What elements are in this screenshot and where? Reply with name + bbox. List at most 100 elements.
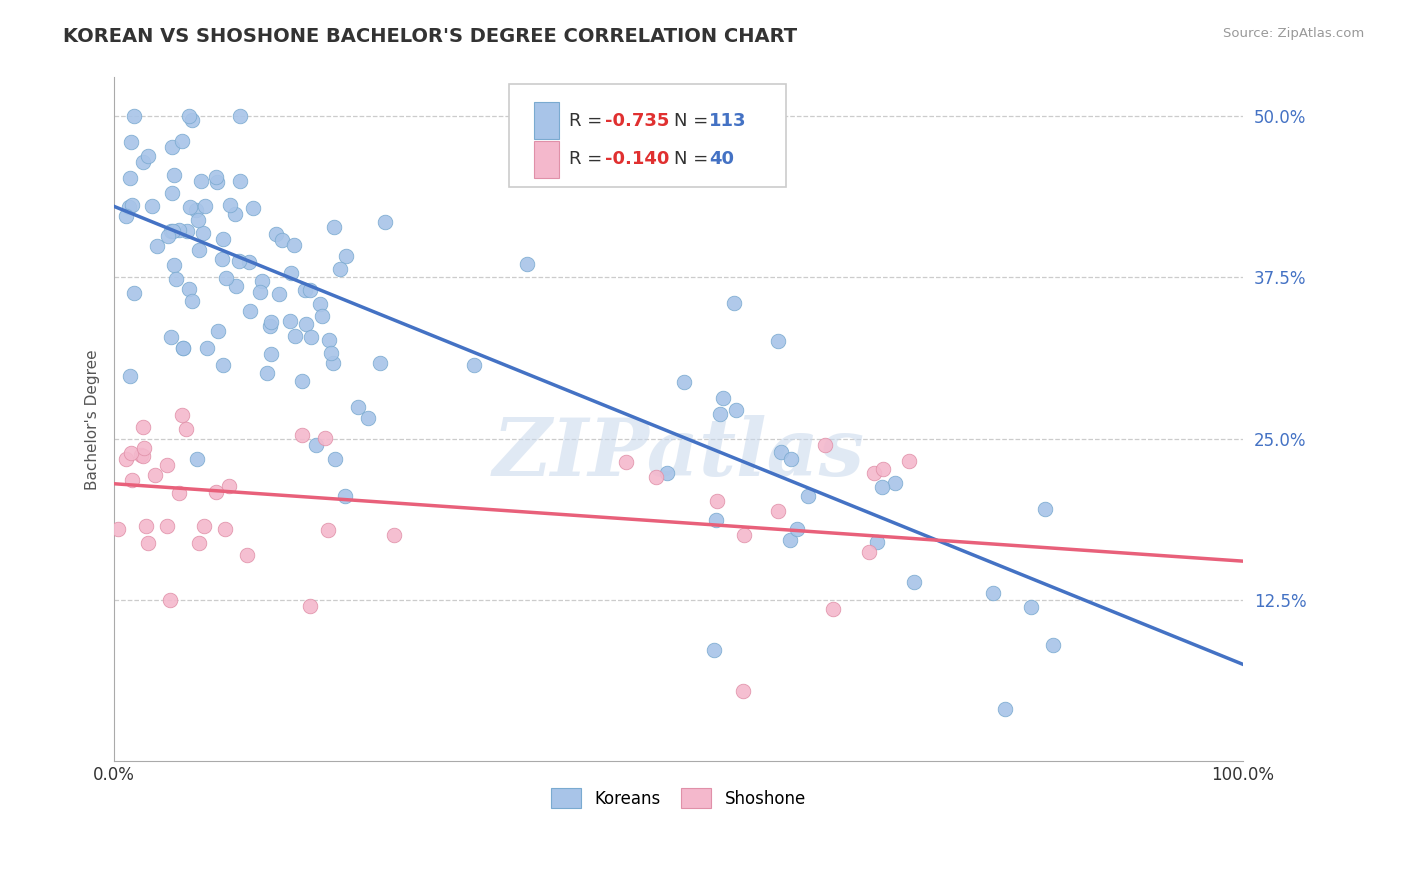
Point [318,333,340,347]
Point [134,441,156,455]
Point [181,293,204,308]
Point [141,198,163,212]
Point [135,519,157,533]
Point [180,113,202,128]
Point [211,252,233,267]
Point [1033,501,1056,516]
Point [329,262,352,277]
FancyBboxPatch shape [534,141,560,178]
Point [239,304,262,318]
Point [797,489,820,503]
Point [169,485,191,500]
Point [212,359,235,373]
Point [645,470,668,484]
Point [186,451,208,466]
Text: N =: N = [673,151,714,169]
Point [323,451,346,466]
Point [333,489,356,503]
Point [357,411,380,425]
Point [259,347,281,361]
Point [122,286,145,301]
Point [177,109,200,123]
Point [160,330,183,344]
Point [115,209,138,223]
Point [614,454,637,468]
Point [295,318,318,332]
Point [205,175,228,189]
Point [463,358,485,372]
Point [252,274,274,288]
Point [172,134,194,148]
Point [766,334,789,348]
Point [284,328,307,343]
Point [156,458,179,472]
Point [291,374,314,388]
Point [187,212,209,227]
Point [218,198,240,212]
Point [733,684,755,698]
Point [136,536,159,550]
Y-axis label: Bachelor's Degree: Bachelor's Degree [86,349,100,490]
Point [321,346,343,360]
Point [299,330,322,344]
Point [323,219,346,234]
Point [131,420,153,434]
Point [131,450,153,464]
Point [374,214,396,228]
FancyBboxPatch shape [509,84,786,186]
Point [382,528,405,542]
Point [172,408,194,422]
Text: Source: ZipAtlas.com: Source: ZipAtlas.com [1223,27,1364,40]
Point [870,480,893,494]
Point [212,232,235,246]
Point [335,249,357,263]
Point [298,599,321,613]
Point [347,400,370,414]
Point [704,514,727,528]
Point [267,286,290,301]
Point [121,198,143,212]
Point [156,519,179,533]
Point [862,467,884,481]
Point [903,575,925,590]
Point [115,452,138,467]
Point [172,342,194,356]
Point [779,533,801,547]
Text: R =: R = [569,151,607,169]
Point [229,109,252,123]
Point [983,586,1005,600]
Point [120,135,142,149]
Point [733,528,755,542]
Point [156,228,179,243]
Point [249,285,271,300]
Point [118,171,141,186]
Point [163,258,186,272]
Point [1019,599,1042,614]
Point [723,296,745,310]
Point [179,200,201,214]
Point [193,518,215,533]
Point [172,341,194,355]
Point [122,109,145,123]
FancyBboxPatch shape [534,102,560,139]
Point [163,168,186,182]
Point [228,253,250,268]
Point [176,224,198,238]
Point [283,238,305,252]
Point [160,140,183,154]
Point [145,468,167,483]
Point [305,438,328,452]
Text: 113: 113 [709,112,747,129]
Point [823,602,845,616]
Point [205,170,228,185]
Point [174,422,197,436]
Point [238,255,260,269]
Point [322,355,344,369]
Point [129,448,152,462]
Point [311,309,333,323]
Point [177,282,200,296]
Point [256,366,278,380]
Point [160,186,183,200]
Point [118,200,141,214]
Point [218,478,240,492]
